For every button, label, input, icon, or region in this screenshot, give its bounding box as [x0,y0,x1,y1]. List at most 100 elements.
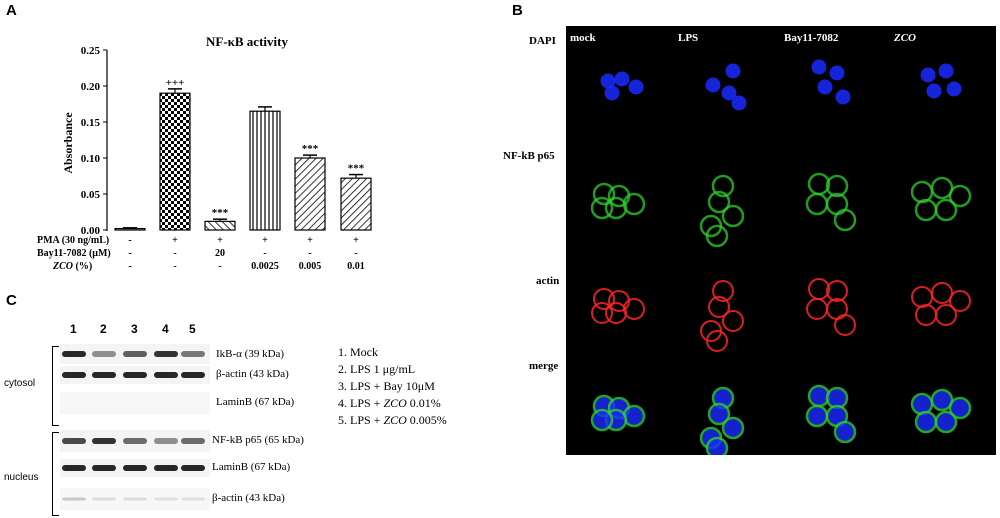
significance-label: *** [212,207,229,219]
p65-cell [711,174,735,198]
blot-band [154,465,178,471]
actin-cell [712,280,734,302]
blot-band [92,438,116,444]
lane-number-3: 3 [131,322,138,336]
actin-cell [623,298,645,320]
bar [340,177,372,231]
condition-cell: - [308,248,312,259]
blot-band [181,372,205,378]
actin-cell [949,290,971,312]
y-tick-label: 0.25 [81,45,101,57]
actin-cell [708,296,730,318]
western-blot-panel: 1 2 3 4 5 cytosol nucleus IkB-α (39 kDa)… [0,318,330,518]
y-tick-label: 0.00 [81,225,101,235]
blot-band [154,372,178,378]
blot-band [154,497,178,501]
blot-bands [62,351,205,501]
merge-cell [805,404,829,428]
dapi-nucleus [604,85,620,101]
blot-band [123,465,147,471]
merge-cell [948,396,972,420]
condition-cell: - [354,248,358,259]
merge-cell [590,408,614,432]
dapi-nucleus [628,79,644,95]
blot-band [92,497,116,501]
bar [249,110,281,231]
legend-item: 4. LPS + ZCO 0.01% [338,396,441,410]
merge-cell [622,404,646,428]
actin-cell [605,302,627,324]
p65-cell [825,174,849,198]
y-axis-label: Absorbance [61,112,75,174]
condition-cell: - [173,261,177,272]
significance-label: *** [348,163,365,175]
actin-cell [931,282,953,304]
blot-band [123,372,147,378]
p65-cell [721,204,745,228]
blot-laminb-cyto [60,392,210,414]
merge-cell [914,410,938,434]
condition-cell: - [263,248,267,259]
legend-item: 1. Mock [338,345,378,359]
blot-band [123,438,147,444]
row-label-dapi: DAPI [529,35,556,47]
p65-cell [592,182,616,206]
condition-cell: + [307,235,313,246]
confocal-image-grid: mock LPS Bay11-7082 ZCO [566,26,996,455]
y-tick-label: 0.15 [81,117,101,129]
row-label-p65: NF-kB p65 [503,150,555,162]
condition-cell: + [262,235,268,246]
row-label-merge: merge [529,360,559,372]
dapi-nucleus [721,85,737,101]
blot-band [92,372,116,378]
band-label-actin-cyto: β-actin (43 kDa) [216,368,289,380]
nfkb-bar-chart: NF-κB activity Absorbance 0.00 0.05 0.10 0.… [61,34,372,235]
y-tick-label: 0.10 [81,153,101,165]
merge-cell [707,402,731,426]
p65-cell [833,208,857,232]
p65-cell [622,192,646,216]
cell-images [590,59,972,455]
actin-cell [935,304,957,326]
condition-cell: - [128,235,132,246]
blot-band [154,438,178,444]
blot-band [62,497,86,501]
band-label-actin-nuc: β-actin (43 kDa) [212,492,285,504]
blot-band [181,351,205,357]
cytosol-label: cytosol [4,378,36,389]
lane-number-1: 1 [70,322,77,336]
dapi-nucleus [835,89,851,105]
actin-cell [593,288,615,310]
condition-cell: + [217,235,223,246]
condition-cell: 0.005 [298,261,322,272]
lane-number-2: 2 [100,322,107,336]
p65-cell [707,190,731,214]
bay-row-label: Bay11-7082 (μM) [37,248,111,259]
actin-cell [706,330,728,352]
blot-band [181,438,205,444]
band-label-laminb-nuc: LaminB (67 kDa) [212,461,291,473]
blot-band [181,465,205,471]
actin-cell [608,290,630,312]
legend-item: 2. LPS 1 μg/mL [338,362,416,376]
dapi-nucleus [829,65,845,81]
merge-cell [721,416,745,440]
p65-cell [910,180,934,204]
p65-cell [604,196,628,220]
blot-band [62,438,86,444]
blot-band [181,497,205,501]
merge-cell [910,392,934,416]
band-label-laminb-cyto: LaminB (67 kDa) [216,396,295,408]
actin-cell [826,280,848,302]
blot-band [123,351,147,357]
dapi-nucleus [705,77,721,93]
bar [294,157,326,231]
cytosol-bracket [52,346,59,426]
dapi-nucleus [731,95,747,111]
condition-cell: 0.0025 [251,261,279,272]
merge-cell [934,410,958,434]
col-label-zco: ZCO [894,32,916,44]
col-label-mock: mock [570,32,596,44]
zco-row-label: ZCO (%) [53,261,93,272]
panel-label-a: A [6,2,17,19]
